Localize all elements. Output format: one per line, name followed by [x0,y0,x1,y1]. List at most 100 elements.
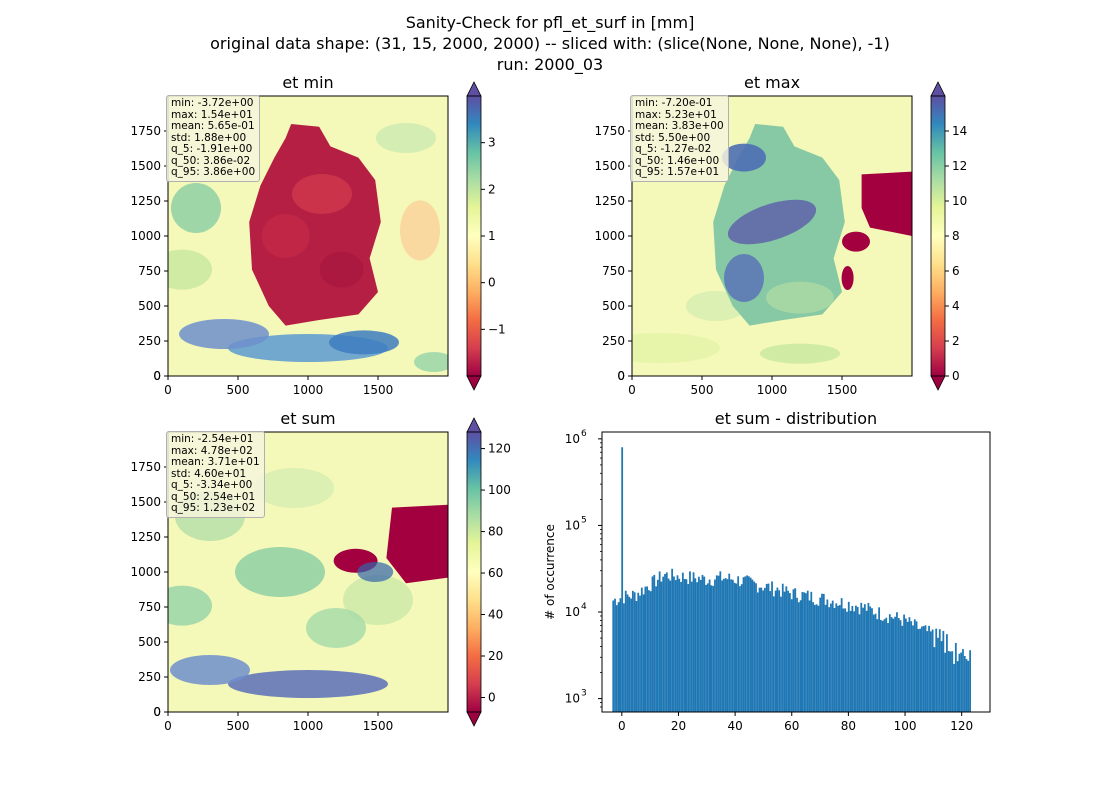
y-tick-label: 250 [602,334,625,348]
stats-line: q_50: 1.46e+00 [635,154,720,167]
histogram-bar [765,583,768,712]
y-tick-label: 500 [138,635,161,649]
histogram-bar [633,592,636,712]
histogram-bar [951,651,954,712]
stats-line: std: 1.88e+00 [171,131,247,144]
histogram-bar [813,604,816,712]
histogram-bar [842,608,845,712]
x-tick-label: 40 [727,719,742,733]
histogram-bar [710,585,713,712]
stats-line: q_50: 2.54e+01 [171,490,256,503]
map-field-region [168,249,212,290]
x-tick-label: 120 [950,719,973,733]
histogram-bar [856,606,859,712]
histogram-bar [665,572,668,712]
histogram-bar [865,610,868,712]
x-tick-label: 500 [227,383,250,397]
x-tick-label: 80 [841,719,856,733]
histogram-bar [969,650,971,712]
histogram-bar [671,568,674,712]
histogram-bar [935,628,938,712]
histogram-bar [719,571,722,712]
histogram-bar [664,573,666,712]
figure-title-line-1: Sanity-Check for pfl_et_surf in [mm] [405,13,695,32]
histogram-bar [874,613,877,712]
histogram-bar [860,602,863,712]
map-panel-1: et min 0 500 1000 1500 0 250 500 750 1000 1250 1500… [130,73,505,397]
histogram-bar [696,582,699,712]
map-field-region [171,183,221,233]
colorbar-tick-label: 2 [952,334,960,348]
colorbar-tick-label: 0 [952,369,960,383]
map-field-region [376,123,436,153]
histogram-bar [744,576,747,712]
histogram-bar [954,642,957,712]
histogram-bar [944,652,947,712]
histogram-bar [940,641,943,712]
stats-line: q_5: -1.91e+00 [171,143,253,155]
histogram-bar [655,586,657,712]
country-subregion [727,199,817,245]
histogram-bar [846,611,848,712]
stats-line: min: -3.72e+00 [171,97,254,109]
stats-line: max: 5.23e+01 [635,108,717,121]
histogram-bar [790,599,793,712]
colorbar-gradient [931,96,945,376]
histogram-bar [819,597,822,712]
y-tick-label: 500 [138,299,161,313]
histogram-bar [612,600,615,712]
histogram-bar [699,579,702,712]
stats-line: std: 5.50e+00 [635,131,711,144]
colorbar-tick-label: 80 [488,525,503,539]
histogram-bar [822,593,825,712]
country-subregion [292,174,352,214]
histogram-bar [614,598,616,712]
histogram-bar [888,614,891,712]
y-tick-label: 750 [138,600,161,614]
colorbar: 0 2 4 6 8 10 12 14 [930,81,967,391]
histogram-bar [831,600,834,712]
y-tick-label: 1000 [594,229,625,243]
histogram-bar [946,634,948,712]
stats-line: q_95: 1.23e+02 [171,502,256,514]
histogram-bar [637,592,640,712]
histogram-bar [933,647,936,712]
histogram-bar [812,602,814,712]
histogram-bar [837,605,839,712]
y-tick-label: 1500 [130,495,161,509]
histogram-bar [904,618,907,712]
x-tick-label: 0 [628,383,636,397]
histogram-bar [751,579,754,712]
figure-title-line-3: run: 2000_03 [496,55,604,74]
histogram-bar [926,631,929,712]
histogram-bar [880,620,882,712]
colorbar-tick-label: 0 [488,690,496,704]
histogram-bar [965,659,968,712]
histogram-bar [769,591,772,712]
histogram-bar [776,587,779,712]
histogram-bar [721,580,723,712]
histogram-bar [687,584,690,712]
histogram-bar [683,579,686,712]
histogram-bar [658,571,661,712]
stats-box: min: -2.54e+01 max: 4.78e+02 mean: 3.71e+0… [166,431,265,518]
map-field-region [400,200,440,261]
y-tick-label: 1750 [130,124,161,138]
y-tick-label: 1000 [130,565,161,579]
y-tick-label: 0 [617,369,625,383]
histogram-bar [828,607,831,712]
stats-line: max: 1.54e+01 [171,108,253,121]
histogram-bar [885,617,888,712]
histogram-bar [753,581,756,712]
colorbar-tick-label: 60 [488,566,503,580]
histogram-bar [853,611,856,712]
histogram-bar [749,577,752,712]
histogram-bar [947,651,950,712]
histogram-bar [644,586,647,712]
y-tick-label: 1500 [594,159,625,173]
map-field-region [179,319,269,349]
histogram-bar [662,576,665,712]
y-tick-label: 250 [138,670,161,684]
histogram-bar [774,590,777,712]
hotspot-region [861,171,912,236]
